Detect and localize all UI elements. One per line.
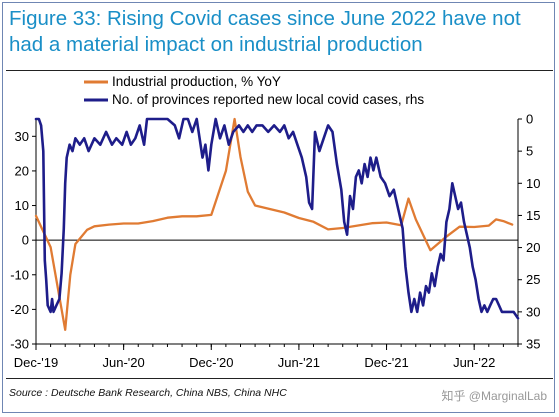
legend-label-industrial-production: Industrial production, % YoY [112, 74, 281, 89]
right-axis-tick-label: 15 [526, 208, 540, 223]
left-axis-tick-label: -30 [10, 337, 29, 352]
left-axis-tick-label: 10 [15, 198, 29, 213]
series-layer [34, 117, 520, 331]
left-axis-tick-label: 30 [15, 129, 29, 144]
right-axis-tick-label: 20 [526, 240, 540, 255]
title-divider [6, 70, 553, 71]
right-axis-tick-label: 30 [526, 304, 540, 319]
x-axis-tick-label: Jun-'21 [278, 355, 320, 370]
x-axis-tick-label: Dec-'20 [189, 355, 233, 370]
x-axis-tick-label: Dec-'21 [364, 355, 408, 370]
right-axis-tick-label: 10 [526, 176, 540, 191]
right-axis-tick-label: 25 [526, 272, 540, 287]
left-axis-tick-label: 20 [15, 163, 29, 178]
industrial-production-series-line [34, 117, 514, 331]
x-axis-tick-label: Dec-'19 [14, 355, 58, 370]
x-axis-tick-label: Jun-'22 [453, 355, 495, 370]
axes-layer: -30 -20 -10 0 10 20 30 0 5 10 15 20 25 30 35 Dec-'19 Jun… [10, 112, 540, 371]
right-axis-tick-label: 0 [526, 112, 533, 127]
right-axis-tick-label: 35 [526, 337, 540, 352]
watermark: 知乎 @MarginalLab [441, 389, 547, 403]
provinces-series-line [34, 117, 520, 320]
source-divider [6, 378, 553, 379]
left-axis-tick-label: -10 [10, 267, 29, 282]
legend-label-provinces: No. of provinces reported new local covi… [112, 92, 424, 107]
chart-frame [2, 2, 555, 413]
left-axis-tick-label: -20 [10, 302, 29, 317]
source-note: Source : Deutsche Bank Research, China N… [9, 387, 287, 399]
right-axis-tick-label: 5 [526, 144, 533, 159]
left-axis-tick-label: 0 [22, 233, 29, 248]
figure-title: Figure 33: Rising Covid cases since June… [9, 7, 521, 56]
line-chart: -30 -20 -10 0 10 20 30 0 5 10 15 20 25 30 35 Dec-'19 Jun… [10, 74, 540, 371]
legend: Industrial production, % YoY No. of provi… [84, 74, 424, 107]
x-axis-tick-label: Jun-'20 [103, 355, 145, 370]
